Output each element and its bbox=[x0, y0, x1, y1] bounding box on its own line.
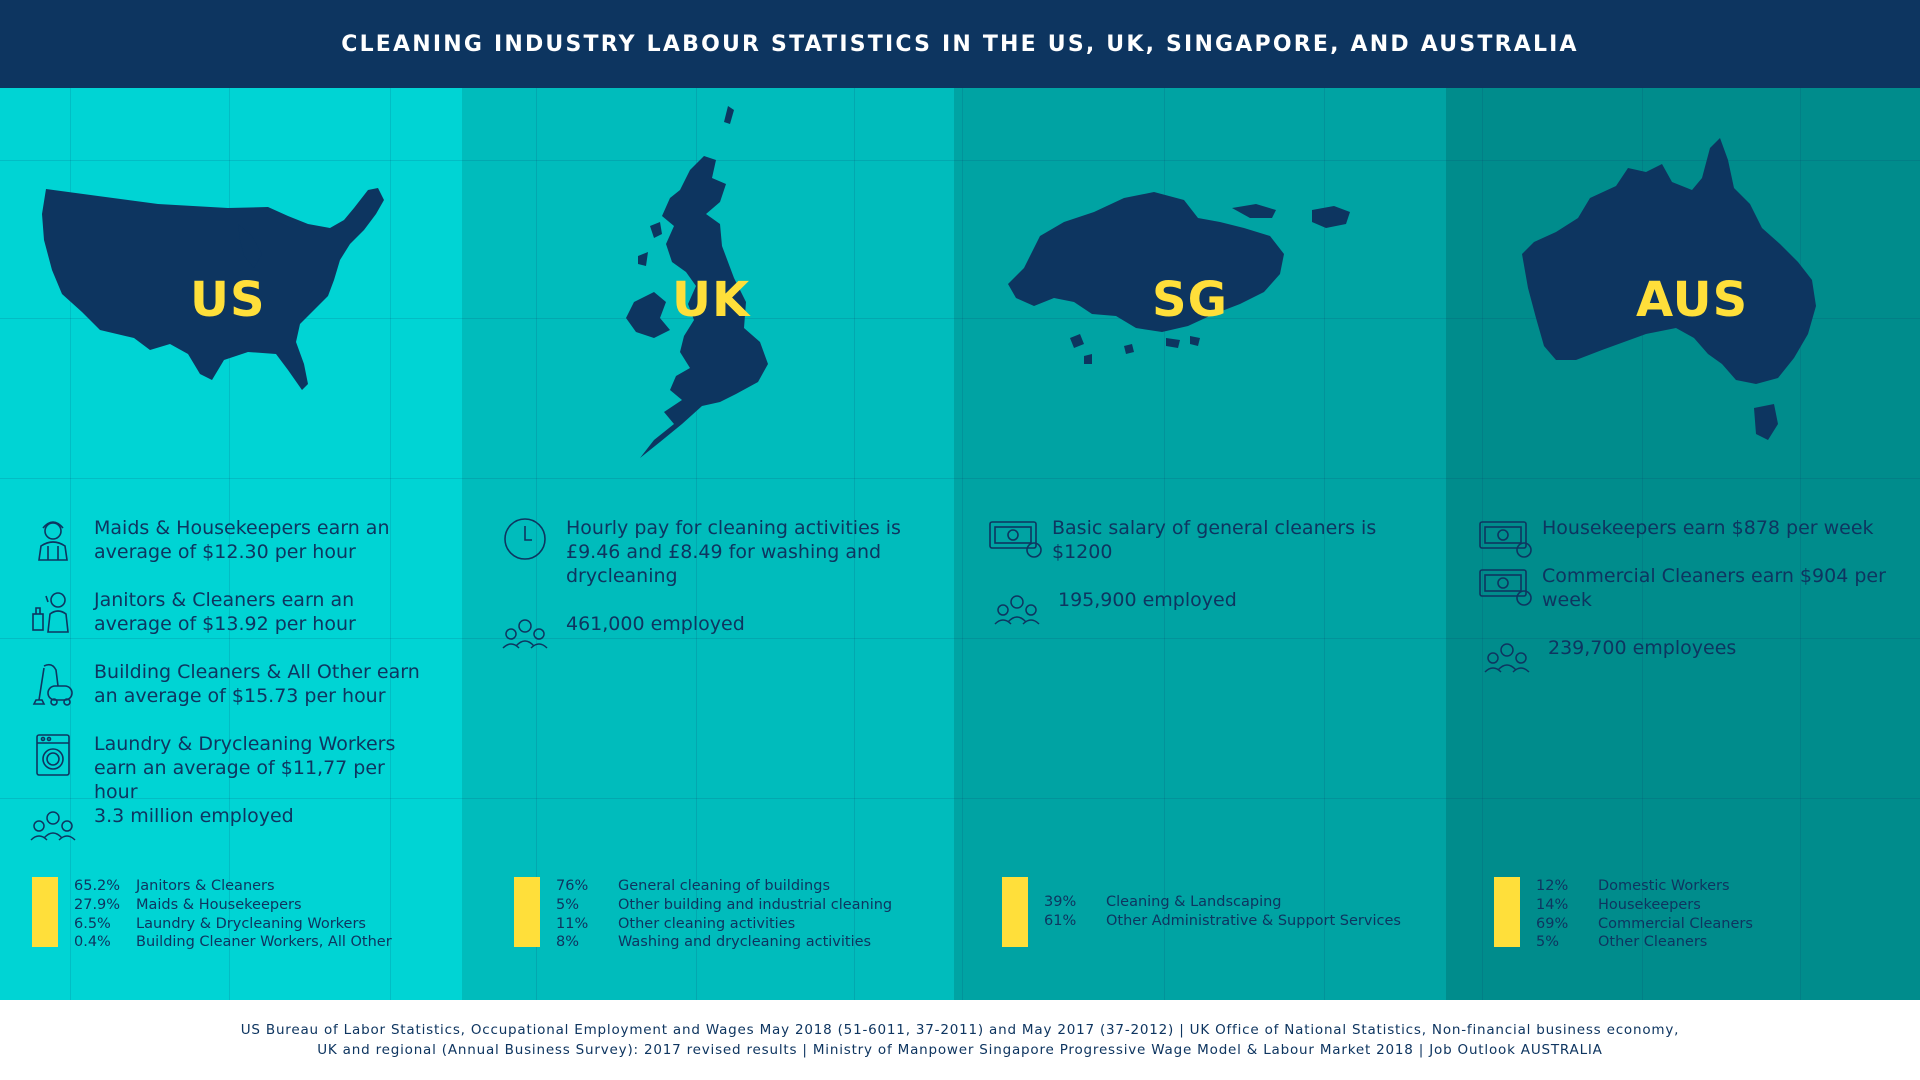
stat-item: 461,000 employed bbox=[502, 612, 916, 658]
stat-item: Basic salary of general cleaners is $120… bbox=[988, 516, 1382, 564]
stat-item: Hourly pay for cleaning activities is £9… bbox=[502, 516, 916, 588]
stat-text: Janitors & Cleaners earn an average of $… bbox=[94, 589, 356, 635]
workers-group-icon bbox=[502, 612, 548, 658]
country-code-us: US bbox=[190, 272, 266, 328]
breakdown-row: 61% Other Administrative & Support Servic… bbox=[1044, 913, 1401, 929]
breakdown-row: 5% Other building and industrial cleaning bbox=[556, 896, 893, 913]
stat-item: Janitors & Cleaners earn an average of $… bbox=[30, 588, 434, 636]
aus-map bbox=[1516, 138, 1836, 468]
washing-machine-icon bbox=[30, 732, 76, 778]
stat-text: 3.3 million employed bbox=[94, 805, 294, 827]
stat-text: Hourly pay for cleaning activities is £9… bbox=[566, 517, 901, 587]
stat-text: 195,900 employed bbox=[1058, 589, 1237, 611]
workers-group-icon bbox=[1484, 636, 1530, 682]
breakdown-bar bbox=[1002, 877, 1028, 947]
clock-icon bbox=[502, 516, 548, 562]
stat-item: Building Cleaners & All Other earn an av… bbox=[30, 660, 434, 708]
breakdown-row: 11% Other cleaning activities bbox=[556, 915, 796, 932]
breakdown-row: 76% General cleaning of buildings bbox=[556, 878, 830, 894]
workers-group-icon bbox=[30, 804, 76, 850]
breakdown-bar bbox=[1494, 877, 1520, 947]
breakdown-row: 69% Commercial Cleaners bbox=[1536, 915, 1753, 932]
stat-text: Housekeepers earn $878 per week bbox=[1542, 517, 1874, 539]
vacuum-icon bbox=[30, 660, 76, 706]
breakdown-bar bbox=[514, 877, 540, 947]
stat-text: Laundry & Drycleaning Workers earn an av… bbox=[94, 733, 396, 803]
stat-item: Housekeepers earn $878 per week bbox=[1478, 516, 1902, 562]
sources-line-1: US Bureau of Labor Statistics, Occupatio… bbox=[240, 1022, 1680, 1038]
breakdown-aus: 12% Domestic Workers 14% Housekeepers 69% C… bbox=[1494, 877, 1753, 952]
breakdown-row: 27.9% Maids & Housekeepers bbox=[74, 896, 302, 913]
maid-icon bbox=[30, 516, 76, 562]
stat-item: 3.3 million employed bbox=[30, 804, 434, 850]
stat-text: Basic salary of general cleaners is $120… bbox=[1052, 517, 1377, 563]
header-bar: CLEANING INDUSTRY LABOUR STATISTICS IN T… bbox=[0, 0, 1920, 88]
panel-sg: SG Basic salary of general cleaners is $… bbox=[954, 88, 1446, 1000]
janitor-icon bbox=[30, 588, 76, 634]
panel-uk: UK Hourly pay for cleaning activities is… bbox=[462, 88, 954, 1000]
page-title: CLEANING INDUSTRY LABOUR STATISTICS IN T… bbox=[341, 31, 1579, 57]
uk-map bbox=[610, 106, 810, 476]
breakdown-row: 5% Other Cleaners bbox=[1536, 934, 1708, 951]
breakdown-row: 39% Cleaning & Landscaping bbox=[1044, 894, 1282, 911]
country-code-aus: AUS bbox=[1636, 272, 1749, 328]
sources-text: US Bureau of Labor Statistics, Occupatio… bbox=[241, 1020, 1680, 1060]
stat-text: Building Cleaners & All Other earn an av… bbox=[94, 661, 420, 707]
breakdown-row: 14% Housekeepers bbox=[1536, 896, 1701, 913]
breakdown-row: 8% Washing and drycleaning activities bbox=[556, 934, 872, 951]
stat-text: Maids & Housekeepers earn an average of … bbox=[94, 517, 390, 563]
money-icon bbox=[1478, 564, 1532, 610]
breakdown-row: 12% Domestic Workers bbox=[1536, 878, 1730, 894]
stat-text: 461,000 employed bbox=[566, 613, 745, 635]
stat-item: Commercial Cleaners earn $904 per week bbox=[1478, 564, 1902, 612]
sg-map bbox=[994, 188, 1374, 388]
stat-item: Maids & Housekeepers earn an average of … bbox=[30, 516, 434, 564]
country-code-sg: SG bbox=[1152, 272, 1228, 328]
sources-line-2: UK and regional (Annual Business Survey)… bbox=[317, 1042, 1603, 1058]
stat-item: 239,700 employees bbox=[1484, 636, 1908, 682]
sources-footer: US Bureau of Labor Statistics, Occupatio… bbox=[0, 1000, 1920, 1080]
breakdown-bar bbox=[32, 877, 58, 947]
stat-item: Laundry & Drycleaning Workers earn an av… bbox=[30, 732, 434, 804]
us-map bbox=[38, 184, 428, 424]
money-icon bbox=[988, 516, 1042, 562]
money-icon bbox=[1478, 516, 1532, 562]
breakdown-sg: 39% Cleaning & Landscaping 61% Other Admin… bbox=[1002, 877, 1401, 947]
stat-item: 195,900 employed bbox=[994, 588, 1388, 634]
country-code-uk: UK bbox=[672, 272, 751, 328]
stat-text: Commercial Cleaners earn $904 per week bbox=[1542, 565, 1886, 611]
panel-aus: AUS Housekeepers earn $878 per week Comm… bbox=[1446, 88, 1920, 1000]
panel-us: US Maids & Housekeepers earn an average … bbox=[0, 88, 462, 1000]
breakdown-row: 6.5% Laundry & Drycleaning Workers bbox=[74, 915, 366, 932]
breakdown-row: 65.2% Janitors & Cleaners bbox=[74, 878, 275, 894]
breakdown-us: 65.2% Janitors & Cleaners 27.9% Maids & Ho… bbox=[32, 877, 392, 952]
breakdown-uk: 76% General cleaning of buildings 5% Other… bbox=[514, 877, 892, 952]
workers-group-icon bbox=[994, 588, 1040, 634]
country-panels: US Maids & Housekeepers earn an average … bbox=[0, 88, 1920, 1000]
stat-text: 239,700 employees bbox=[1548, 637, 1737, 659]
breakdown-row: 0.4% Building Cleaner Workers, All Other bbox=[74, 934, 392, 951]
